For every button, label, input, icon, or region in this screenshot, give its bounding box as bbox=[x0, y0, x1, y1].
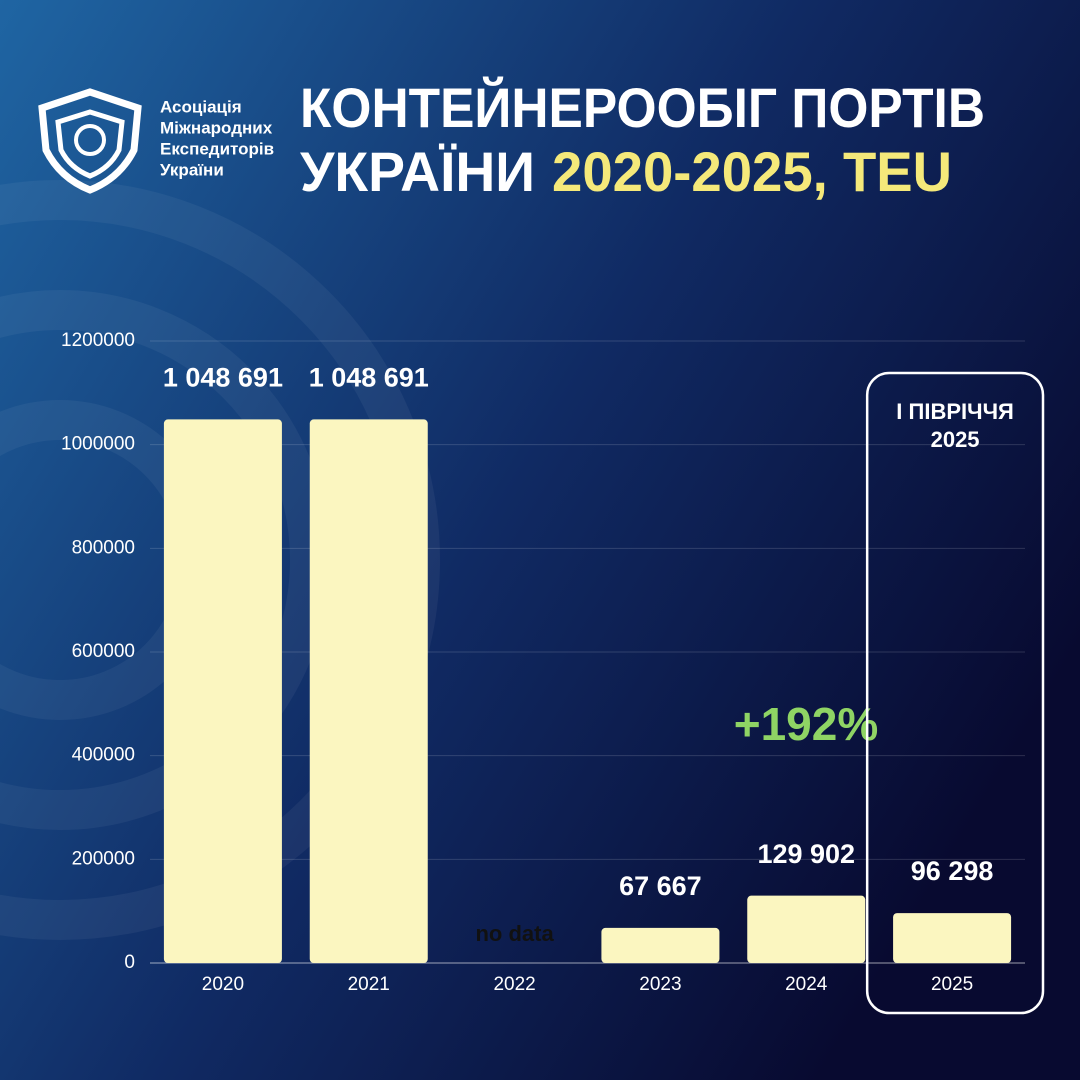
x-tick-label: 2023 bbox=[639, 974, 681, 995]
organization-line: Експедиторів bbox=[160, 139, 274, 158]
value-label: 67 667 bbox=[619, 871, 702, 901]
organization-line: України bbox=[160, 160, 224, 179]
chart-title: КОНТЕЙНЕРООБІГ ПОРТІВ bbox=[300, 76, 985, 139]
x-tick-label: 2024 bbox=[785, 974, 828, 995]
organization-line: Асоціація bbox=[160, 97, 242, 116]
annotation: +192% bbox=[734, 698, 879, 750]
value-label: no data bbox=[475, 921, 554, 946]
y-tick-label: 1000000 bbox=[61, 434, 135, 455]
chart-title: УКРАЇНИ bbox=[300, 140, 535, 203]
y-tick-label: 0 bbox=[124, 952, 135, 973]
x-tick-label: 2022 bbox=[493, 974, 535, 995]
value-label: 1 048 691 bbox=[163, 363, 283, 393]
highlight-label: 2025 bbox=[931, 427, 980, 452]
y-tick-label: 600000 bbox=[72, 641, 135, 662]
x-tick-label: 2021 bbox=[348, 974, 390, 995]
x-tick-label: 2020 bbox=[202, 974, 244, 995]
organization: Асоціація Міжнародних Експедиторів України bbox=[160, 97, 274, 179]
value-label: 1 048 691 bbox=[309, 363, 429, 393]
value-label: 129 902 bbox=[757, 839, 855, 869]
y-tick-label: 1200000 bbox=[61, 330, 135, 351]
bar bbox=[747, 895, 866, 963]
highlight-box bbox=[865, 371, 1045, 1015]
organization-line: Міжнародних bbox=[160, 118, 273, 137]
bar bbox=[163, 419, 282, 964]
x-tick-label: 2025 bbox=[931, 974, 973, 995]
bar bbox=[309, 419, 428, 964]
y-tick-label: 200000 bbox=[72, 848, 135, 869]
bar bbox=[893, 913, 1012, 963]
highlight-label: І ПІВРІЧЧЯ bbox=[896, 399, 1014, 424]
value-label: 96 298 bbox=[911, 856, 994, 886]
bar bbox=[601, 927, 720, 963]
y-tick-label: 800000 bbox=[72, 537, 135, 558]
chart-title-highlight: 2020-2025, TEU bbox=[552, 140, 952, 203]
logo bbox=[38, 88, 142, 194]
y-tick-label: 400000 bbox=[72, 745, 135, 766]
